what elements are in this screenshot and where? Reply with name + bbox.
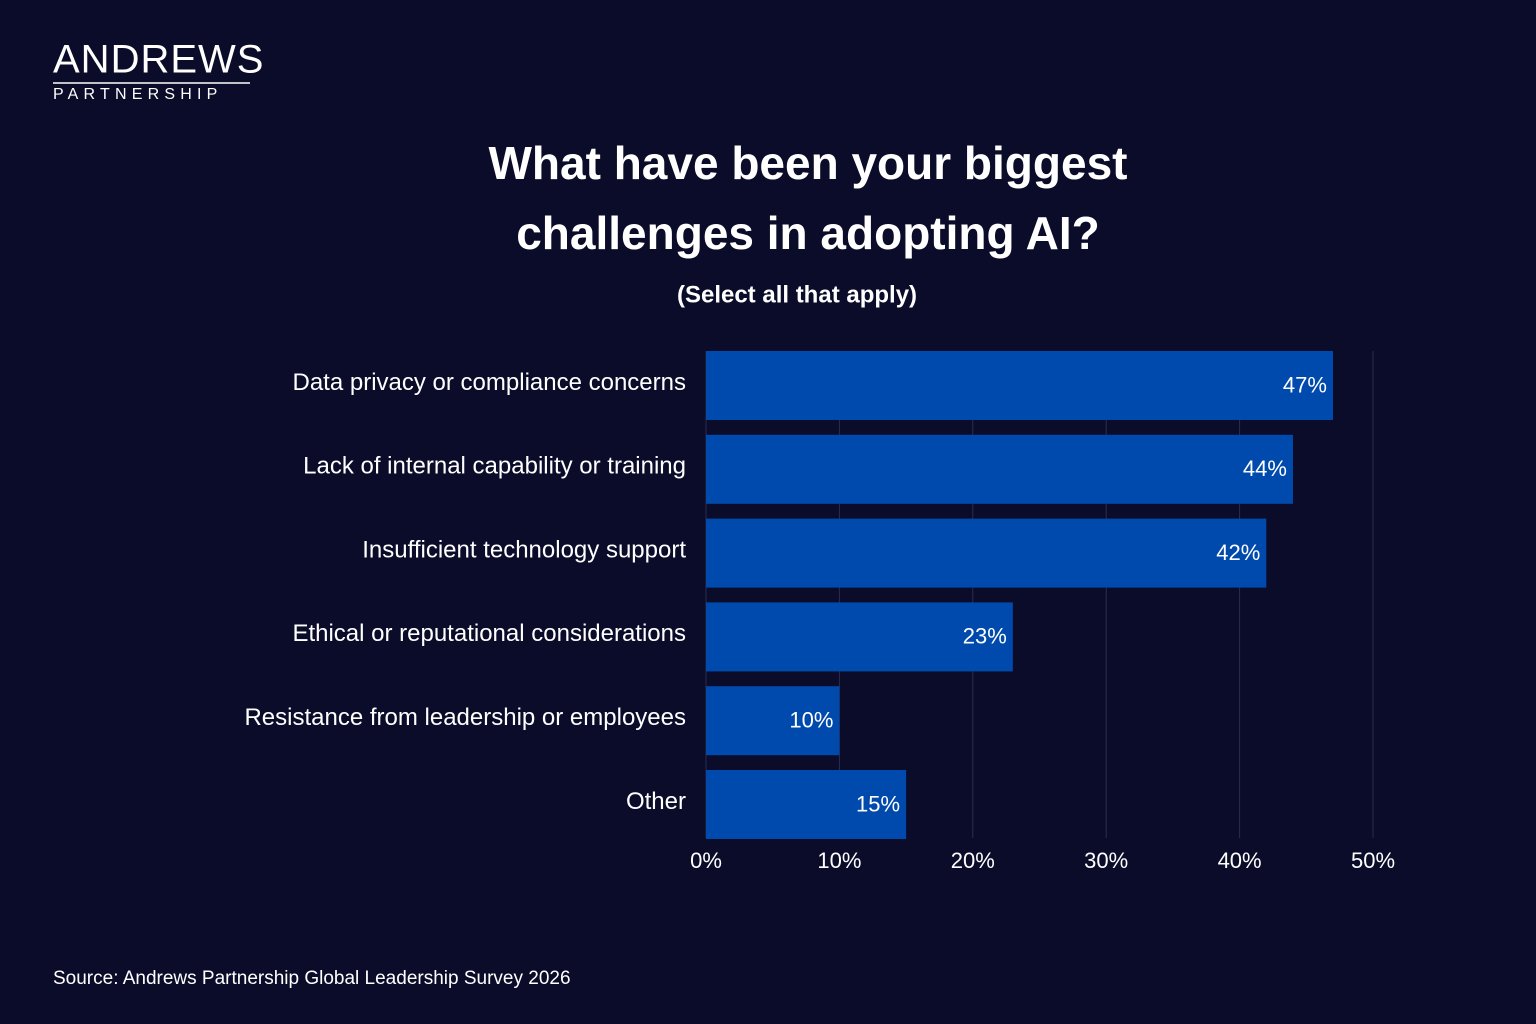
y-tick-label: Lack of internal capability or training	[303, 453, 686, 480]
bar	[706, 518, 1267, 588]
x-tick-label: 10%	[817, 848, 861, 873]
brand-tagline: PARTNERSHIP	[53, 86, 223, 103]
bar	[706, 434, 1293, 504]
value-label: 15%	[856, 791, 900, 816]
bar	[706, 770, 907, 839]
value-label: 42%	[1216, 540, 1260, 565]
chart-title: What have been your biggest challenges i…	[488, 137, 1128, 259]
x-tick-label: 40%	[1218, 848, 1262, 873]
source-note: Source: Andrews Partnership Global Leade…	[53, 968, 571, 989]
value-label: 44%	[1243, 456, 1287, 481]
bar	[706, 351, 1333, 420]
y-tick-label: Insufficient technology support	[362, 536, 686, 563]
x-tick-label: 50%	[1351, 848, 1395, 873]
x-tick-label: 20%	[951, 848, 995, 873]
bar	[706, 686, 840, 756]
x-tick-label: 0%	[690, 848, 722, 873]
chart-subtitle: (Select all that apply)	[677, 281, 917, 308]
value-label: 47%	[1283, 372, 1327, 397]
y-tick-label: Ethical or reputational considerations	[292, 620, 686, 647]
value-label: 23%	[963, 624, 1007, 649]
y-tick-label: Resistance from leadership or employees	[244, 704, 686, 731]
y-tick-label: Other	[626, 788, 686, 815]
y-tick-label: Data privacy or compliance concerns	[292, 369, 686, 396]
brand-name: ANDREWS	[53, 38, 264, 82]
bar	[706, 602, 1013, 672]
value-label: 10%	[789, 708, 833, 733]
x-tick-label: 30%	[1084, 848, 1128, 873]
